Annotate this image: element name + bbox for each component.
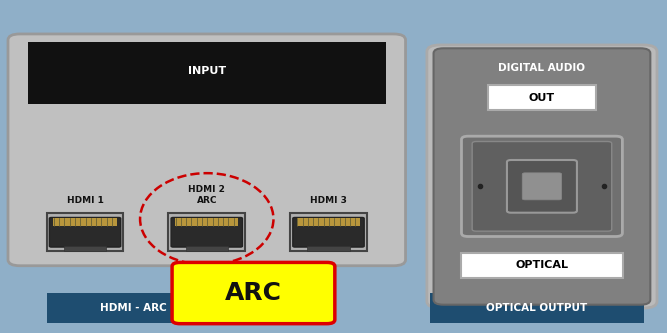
Bar xyxy=(53,218,117,226)
Bar xyxy=(297,218,360,226)
Text: ARC: ARC xyxy=(225,281,282,305)
Bar xyxy=(64,246,106,251)
FancyBboxPatch shape xyxy=(434,48,650,305)
Text: OPTICAL: OPTICAL xyxy=(516,260,568,270)
Text: HDMI - ARC: HDMI - ARC xyxy=(100,303,167,313)
FancyBboxPatch shape xyxy=(488,85,596,110)
FancyBboxPatch shape xyxy=(8,34,406,266)
FancyBboxPatch shape xyxy=(462,136,622,236)
Text: HDMI 3: HDMI 3 xyxy=(310,196,347,205)
FancyBboxPatch shape xyxy=(427,45,657,308)
FancyBboxPatch shape xyxy=(171,217,243,247)
Text: HDMI 2
ARC: HDMI 2 ARC xyxy=(188,185,225,205)
FancyBboxPatch shape xyxy=(172,262,335,324)
Bar xyxy=(307,246,350,251)
FancyBboxPatch shape xyxy=(430,293,644,323)
FancyBboxPatch shape xyxy=(462,253,622,277)
Polygon shape xyxy=(177,263,237,267)
FancyBboxPatch shape xyxy=(290,213,367,251)
FancyBboxPatch shape xyxy=(47,213,123,251)
Text: HDMI 1: HDMI 1 xyxy=(67,196,103,205)
FancyBboxPatch shape xyxy=(49,217,121,247)
Text: DIGITAL AUDIO: DIGITAL AUDIO xyxy=(498,63,586,73)
FancyBboxPatch shape xyxy=(169,213,245,251)
FancyBboxPatch shape xyxy=(47,293,220,323)
Text: OUT: OUT xyxy=(529,93,555,103)
Text: OPTICAL OUTPUT: OPTICAL OUTPUT xyxy=(486,303,588,313)
FancyBboxPatch shape xyxy=(293,217,364,247)
FancyBboxPatch shape xyxy=(507,160,577,213)
Bar xyxy=(185,246,228,251)
Text: INPUT: INPUT xyxy=(187,66,226,76)
FancyBboxPatch shape xyxy=(28,42,386,104)
FancyBboxPatch shape xyxy=(472,142,612,231)
FancyBboxPatch shape xyxy=(522,173,562,200)
Bar xyxy=(175,218,239,226)
